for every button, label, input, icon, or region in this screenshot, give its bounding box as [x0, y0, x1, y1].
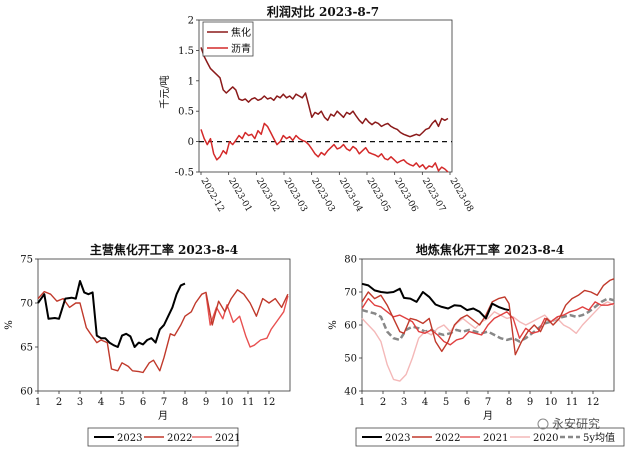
x-tick-label: 2: [56, 397, 62, 408]
legend-label-2023: 2023: [117, 433, 142, 444]
x-tick-label: 8: [506, 397, 512, 408]
x-tick-label: 9: [203, 397, 209, 408]
chart-title: 地炼焦化开工率 2023-8-4: [416, 242, 564, 257]
series-line-2021: [205, 294, 289, 348]
x-tick-label: 4: [422, 397, 428, 408]
legend-label-2021: 2021: [215, 433, 240, 444]
series-line-2023: [37, 280, 186, 348]
y-axis-label: %: [4, 320, 15, 330]
x-tick-label: 2023-04: [337, 177, 364, 215]
x-tick-label: 7: [485, 397, 491, 408]
series-line-0: [200, 47, 449, 138]
y-tick-label: 2: [188, 16, 194, 27]
legend-label-2022: 2022: [435, 433, 460, 444]
x-tick-label: 1: [35, 397, 41, 408]
y-axis-label: 千元/吨: [158, 75, 171, 108]
x-tick-label: 7: [161, 397, 167, 408]
x-axis-label: 月: [483, 410, 493, 422]
plot-frame: [198, 19, 453, 173]
series-line-2020: [361, 301, 615, 382]
series-line-2022: [37, 289, 289, 374]
y-tick-label: 60: [344, 321, 357, 332]
x-tick-label: 2023-07: [420, 177, 447, 215]
y-tick-label: 75: [20, 255, 33, 266]
y-tick-label: 70: [344, 288, 357, 299]
y-tick-label: 80: [344, 255, 357, 266]
x-tick-label: 2023-08: [447, 177, 474, 215]
y-tick-label: 40: [344, 387, 357, 398]
x-tick-label: 2: [380, 397, 386, 408]
x-tick-label: 11: [242, 397, 255, 408]
x-tick-label: 9: [527, 397, 533, 408]
x-tick-label: 10: [545, 397, 558, 408]
legend-label-asphalt: 沥青: [231, 42, 251, 55]
y-tick-label: 60: [20, 387, 33, 398]
legend-label-2022: 2022: [167, 433, 192, 444]
x-tick-label: 5: [443, 397, 449, 408]
series-line-1: [200, 122, 449, 173]
x-axis-label: 月: [158, 410, 168, 422]
legend: 2023 2022 2021: [87, 427, 240, 447]
x-tick-label: 2023-01: [226, 177, 253, 214]
y-tick-label: 1: [188, 76, 194, 87]
legend-label-2021: 2021: [483, 433, 508, 444]
legend: 焦化 沥青: [202, 21, 254, 57]
x-tick-label: 2023-06: [392, 177, 419, 215]
series-line-2023: [361, 282, 510, 320]
y-tick-label: 65: [20, 343, 33, 354]
x-tick-label: 2023-03: [281, 177, 308, 215]
y-tick-label: 50: [344, 354, 357, 365]
x-tick-label: 3: [401, 397, 407, 408]
x-tick-label: 6: [140, 397, 146, 408]
x-tick-label: 6: [464, 397, 470, 408]
x-tick-label: 1: [359, 397, 365, 408]
legend-box: [202, 21, 254, 57]
chart-title: 主营焦化开工率 2023-8-4: [90, 242, 238, 257]
series-line-2021: [361, 297, 615, 346]
x-tick-label: 2023-02: [254, 177, 281, 214]
x-tick-label: 2023-05: [364, 177, 391, 215]
legend-label-coking: 焦化: [231, 26, 251, 39]
x-tick-label: 2023-03: [309, 177, 336, 215]
x-tick-label: 5: [119, 397, 125, 408]
x-tick-label: 8: [182, 397, 188, 408]
x-tick-label: 2022-12: [198, 177, 225, 214]
y-tick-label: 0.5: [178, 107, 194, 118]
legend-label-2020: 2020: [533, 433, 558, 444]
x-tick-label: 4: [98, 397, 104, 408]
x-tick-label: 10: [221, 397, 234, 408]
y-tick-label: -0.5: [175, 168, 194, 179]
y-tick-label: 1.5: [178, 46, 194, 57]
legend: 2023 2022 2021 2020 5y均值: [355, 427, 625, 447]
x-tick-label: 11: [566, 397, 579, 408]
series-line-5y均值: [361, 297, 615, 343]
x-tick-label: 12: [263, 397, 276, 408]
legend-label-5y-avg: 5y均值: [583, 431, 615, 444]
watermark-text: 永安研究: [552, 416, 600, 431]
y-tick-label: 0: [188, 137, 194, 148]
y-tick-label: 70: [20, 299, 33, 310]
legend-box: [355, 427, 625, 447]
x-tick-label: 3: [77, 397, 83, 408]
watermark: 永安研究: [537, 416, 600, 431]
legend-label-2023: 2023: [385, 433, 410, 444]
chart-title: 利润对比 2023-8-7: [267, 4, 379, 19]
x-tick-label: 12: [587, 397, 600, 408]
watermark-logo-icon: [537, 418, 549, 430]
y-axis-label: %: [328, 320, 339, 330]
